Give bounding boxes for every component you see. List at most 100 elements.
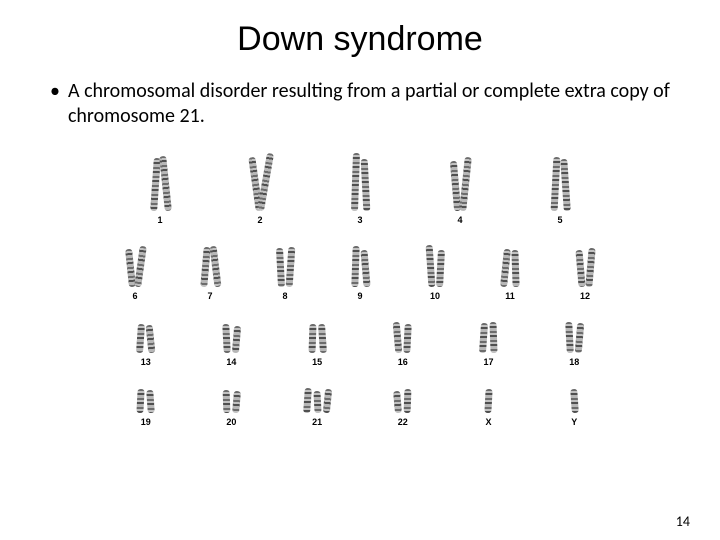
chromosome-group (202, 247, 219, 287)
chromosome-label: 2 (257, 215, 262, 225)
chromosome-group (485, 389, 492, 413)
chromosome-label: Y (571, 417, 577, 427)
chromosome-pair-20: 20 (201, 389, 261, 427)
chromosome-pair-18: 18 (544, 323, 604, 367)
bullet-text: A chromosomal disorder resulting from a … (68, 79, 680, 129)
chromosome (232, 390, 241, 413)
slide-title: Down syndrome (40, 20, 680, 59)
karyotype-row: 6789101112 (90, 247, 630, 301)
chromosome-group (577, 247, 594, 287)
chromosome (404, 324, 413, 353)
chromosome-label: 17 (484, 357, 494, 367)
chromosome-group (127, 247, 144, 287)
chromosome-group (480, 323, 497, 353)
chromosome-label: 20 (226, 417, 236, 427)
chromosome (459, 156, 472, 211)
chromosome (200, 247, 210, 287)
chromosome-group (502, 247, 519, 287)
chromosome-label: 11 (505, 291, 515, 301)
chromosome (351, 246, 359, 287)
chromosome-pair-15: 15 (287, 323, 347, 367)
chromosome-pair-11: 11 (480, 247, 540, 301)
chromosome-label: X (486, 417, 492, 427)
chromosome-pair-6: 6 (105, 247, 165, 301)
chromosome (404, 389, 412, 413)
chromosome (209, 246, 221, 287)
chromosome (150, 158, 161, 211)
chromosome (159, 156, 172, 211)
chromosome-pair-21: 21 (287, 389, 347, 427)
chromosome-pair-X: X (459, 389, 519, 427)
chromosome-pair-1: 1 (130, 155, 190, 225)
chromosome (565, 322, 574, 353)
bullet-list: • A chromosomal disorder resulting from … (40, 79, 680, 129)
chromosome (360, 250, 370, 287)
chromosome (308, 324, 316, 353)
chromosome (500, 249, 511, 288)
chromosome-group (137, 389, 154, 413)
chromosome-label: 19 (141, 417, 151, 427)
chromosome-label: 15 (312, 357, 322, 367)
chromosome-label: 22 (398, 417, 408, 427)
chromosome (223, 390, 231, 413)
chromosome-label: 16 (398, 357, 408, 367)
chromosome-pair-16: 16 (373, 323, 433, 367)
chromosome-pair-17: 17 (459, 323, 519, 367)
chromosome-pair-2: 2 (230, 155, 290, 225)
chromosome-label: 21 (312, 417, 322, 427)
chromosome-group (252, 155, 269, 211)
chromosome-label: 10 (430, 291, 440, 301)
chromosome (256, 153, 273, 212)
chromosome-label: 4 (457, 215, 462, 225)
chromosome (550, 157, 560, 211)
chromosome-group (566, 323, 583, 353)
chromosome-group (552, 155, 569, 211)
chromosome-group (152, 155, 169, 211)
karyotype-row: 131415161718 (90, 323, 630, 367)
chromosome-pair-10: 10 (405, 247, 465, 301)
karyotype-figure: 12345678910111213141516171819202122XY (90, 147, 630, 427)
chromosome-pair-22: 22 (373, 389, 433, 427)
chromosome-label: 18 (569, 357, 579, 367)
chromosome (393, 391, 402, 413)
chromosome-pair-14: 14 (201, 323, 261, 367)
chromosome (585, 248, 595, 288)
chromosome-pair-4: 4 (430, 155, 490, 225)
chromosome (511, 250, 519, 287)
chromosome-pair-9: 9 (330, 247, 390, 301)
chromosome (575, 250, 585, 287)
chromosome-group (309, 323, 326, 353)
chromosome-pair-7: 7 (180, 247, 240, 301)
chromosome-label: 5 (557, 215, 562, 225)
bullet-item: • A chromosomal disorder resulting from … (50, 79, 680, 129)
chromosome (134, 246, 147, 287)
chromosome (136, 324, 145, 353)
chromosome (570, 389, 579, 413)
chromosome-group (394, 389, 411, 413)
chromosome-group (352, 155, 369, 211)
chromosome (489, 322, 497, 353)
chromosome (285, 247, 295, 287)
chromosome (146, 390, 155, 413)
bullet-marker: • (50, 79, 60, 104)
chromosome-group (137, 323, 154, 353)
chromosome-pair-3: 3 (330, 155, 390, 225)
karyotype-row: 1 2 3 4 5 (90, 155, 630, 225)
chromosome-group (223, 323, 240, 353)
chromosome-label: 6 (132, 291, 137, 301)
chromosome-pair-5: 5 (530, 155, 590, 225)
chromosome (425, 245, 435, 287)
chromosome (137, 388, 145, 413)
slide: Down syndrome • A chromosomal disorder r… (0, 0, 720, 540)
chromosome (222, 324, 230, 353)
chromosome (146, 325, 156, 354)
chromosome-group (304, 389, 331, 413)
chromosome-group (571, 389, 578, 413)
chromosome (232, 325, 241, 353)
chromosome-pair-19: 19 (116, 389, 176, 427)
chromosome-label: 7 (207, 291, 212, 301)
chromosome-group (394, 323, 411, 353)
chromosome-label: 8 (282, 291, 287, 301)
chromosome-group (223, 389, 240, 413)
chromosome (393, 322, 403, 354)
